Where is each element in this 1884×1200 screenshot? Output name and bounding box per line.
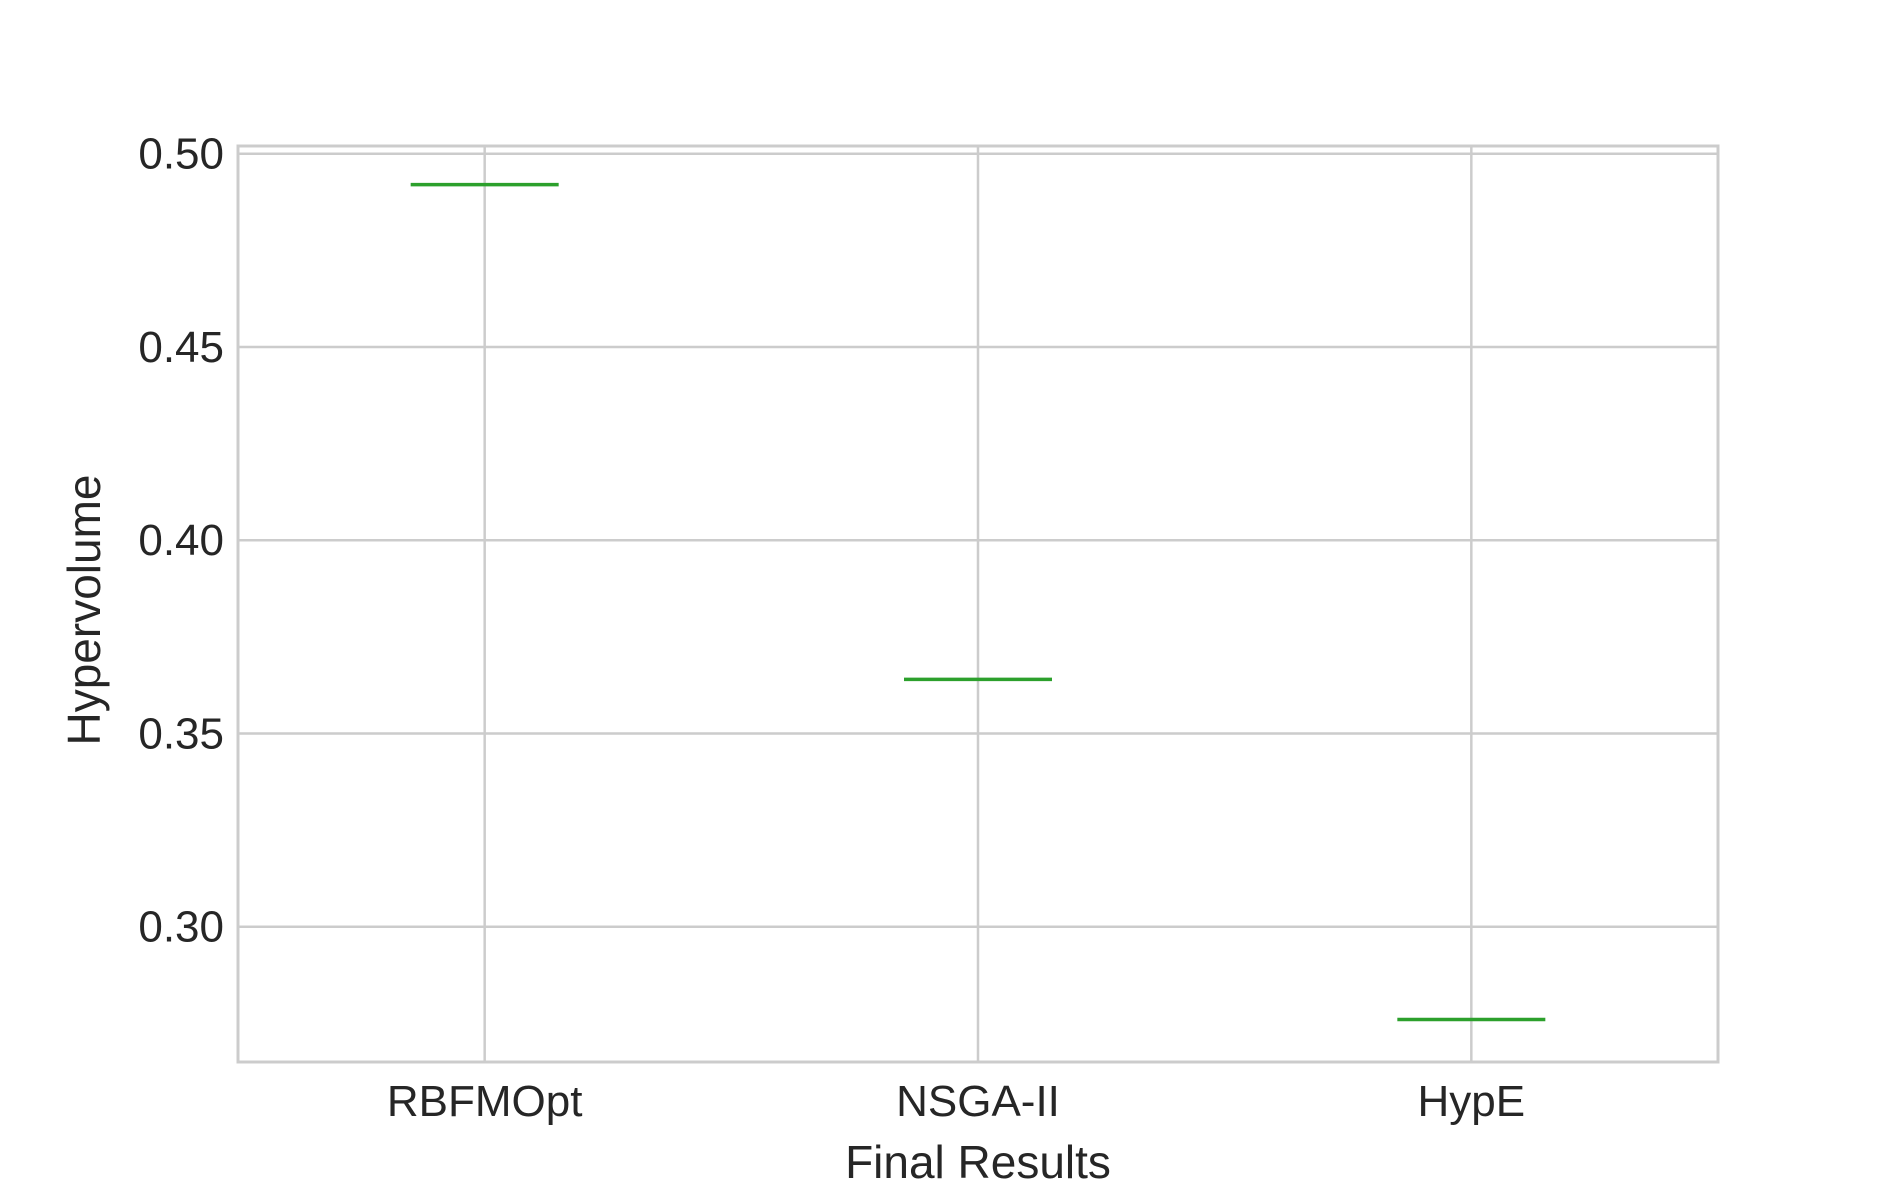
y-tick-label: 0.30 (138, 903, 224, 952)
x-axis-label: Final Results (845, 1136, 1111, 1188)
y-tick-label: 0.45 (138, 323, 224, 372)
x-tick-labels: RBFMOpt NSGA-II HypE (387, 1077, 1525, 1126)
y-tick-label: 0.40 (138, 516, 224, 565)
plot-frame (236, 144, 1720, 1064)
plot-marks (410, 182, 1546, 1022)
x-tick-label: RBFMOpt (387, 1077, 583, 1126)
x-tick-label: HypE (1418, 1077, 1526, 1126)
y-axis-label: Hypervolume (58, 475, 110, 746)
x-tick-label: NSGA-II (896, 1077, 1060, 1126)
grid (238, 146, 1718, 1062)
y-tick-label: 0.50 (138, 130, 224, 179)
y-tick-label: 0.35 (138, 709, 224, 758)
y-tick-labels: 0.30 0.35 0.40 0.45 0.50 (138, 130, 224, 952)
